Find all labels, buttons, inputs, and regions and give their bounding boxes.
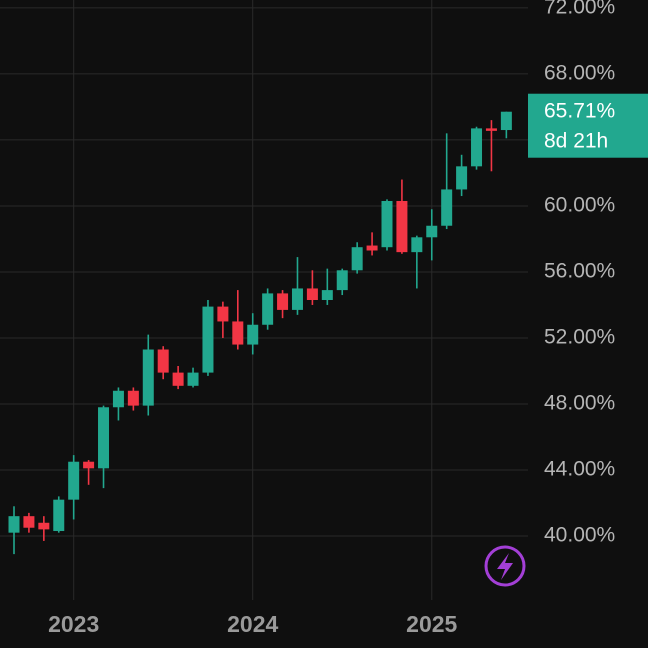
x-tick-label: 2024: [227, 611, 278, 637]
price-tag: [528, 93, 648, 158]
candle-body: [485, 128, 497, 131]
candle-body: [321, 290, 333, 300]
candle-body: [277, 293, 289, 310]
candle-body: [426, 225, 438, 238]
x-tick-label: 2025: [406, 611, 457, 637]
candle-body: [23, 516, 35, 528]
candle-body: [142, 349, 154, 406]
candle-body: [247, 324, 259, 345]
candle-body: [396, 200, 408, 253]
candle-body: [306, 288, 318, 300]
candle-body: [456, 166, 468, 190]
candle-body: [157, 349, 169, 373]
y-tick-label: 68.00%: [544, 61, 615, 84]
candle-body: [112, 390, 124, 408]
countdown: 8d 21h: [544, 129, 608, 152]
candle-body: [172, 372, 184, 386]
lightning-button[interactable]: [484, 545, 526, 587]
candle-body: [38, 522, 50, 530]
y-tick-label: 60.00%: [544, 193, 615, 216]
candle-body: [98, 407, 110, 469]
x-tick-label: 2023: [48, 611, 99, 637]
candle-body: [441, 189, 453, 226]
candle-body: [381, 200, 393, 248]
candle-body: [411, 237, 423, 253]
candle-body: [366, 245, 378, 251]
candle-body: [68, 461, 80, 500]
candle-body: [53, 499, 65, 532]
candle-body: [127, 390, 139, 406]
candle-body: [336, 270, 348, 291]
candle-body: [471, 128, 483, 167]
candle-body: [8, 516, 20, 533]
candle-body: [217, 306, 229, 322]
lightning-ring: [484, 545, 526, 587]
candle-body: [500, 111, 512, 131]
candle-body: [202, 306, 214, 373]
y-tick-label: 44.00%: [544, 458, 615, 481]
y-tick-label: 40.00%: [544, 524, 615, 547]
candle-body: [262, 293, 274, 325]
candle-body: [83, 461, 95, 469]
y-tick-label: 52.00%: [544, 326, 615, 349]
last-price: 65.71%: [544, 99, 615, 122]
candle-body: [351, 247, 363, 271]
y-tick-label: 56.00%: [544, 259, 615, 282]
y-tick-label: 48.00%: [544, 392, 615, 415]
y-tick-label: 72.00%: [544, 0, 615, 18]
lightning-icon: [497, 553, 513, 580]
candle-body: [291, 288, 303, 310]
candle-body: [232, 321, 244, 345]
candle-body: [187, 372, 199, 386]
